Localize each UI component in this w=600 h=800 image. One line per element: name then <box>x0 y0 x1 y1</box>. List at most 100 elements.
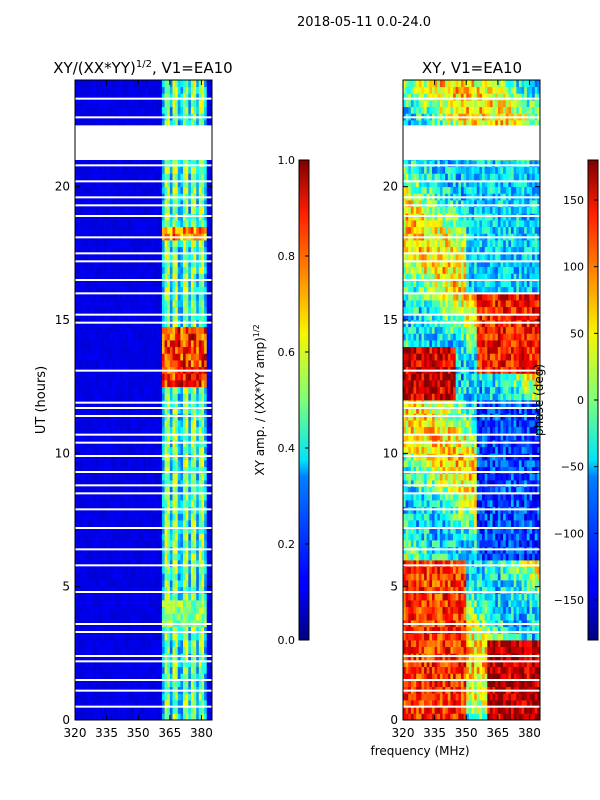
amplitude-cell <box>161 673 165 681</box>
amplitude-cell <box>185 540 189 548</box>
amplitude-cell <box>125 573 129 581</box>
amplitude-cell <box>209 280 212 288</box>
amplitude-cell <box>117 313 121 321</box>
amplitude-cell <box>188 700 192 708</box>
amplitude-cell <box>156 180 160 188</box>
amplitude-cell <box>90 493 94 501</box>
amplitude-cell <box>180 706 184 714</box>
amplitude-cell <box>85 500 89 508</box>
amplitude-cell <box>119 253 123 261</box>
amplitude-cell <box>190 206 194 214</box>
amplitude-cell <box>132 313 136 321</box>
amplitude-cell <box>188 573 192 581</box>
amplitude-cell <box>80 593 84 601</box>
amplitude-cell <box>201 360 205 368</box>
amplitude-cell <box>90 486 94 494</box>
amplitude-cell <box>175 666 179 674</box>
amplitude-cell <box>80 526 84 534</box>
amplitude-cell <box>140 326 144 334</box>
amplitude-cell <box>209 713 212 720</box>
amplitude-cell <box>196 206 200 214</box>
amplitude-cell <box>135 420 139 428</box>
amplitude-cell <box>159 333 163 341</box>
amplitude-cell <box>103 253 108 261</box>
amplitude-cell <box>183 106 187 114</box>
amplitude-cell <box>119 586 123 594</box>
amplitude-cell <box>85 306 89 314</box>
amplitude-cell <box>190 80 194 88</box>
amplitude-cell <box>177 666 181 674</box>
amplitude-cell <box>164 533 168 541</box>
amplitude-cell <box>154 200 158 208</box>
amplitude-cell <box>122 86 126 94</box>
amplitude-cell <box>190 700 194 708</box>
amplitude-cell <box>201 180 205 188</box>
amplitude-cell <box>209 646 212 654</box>
amplitude-cell <box>109 346 113 354</box>
amplitude-cell <box>132 406 136 414</box>
amplitude-cell <box>114 633 118 641</box>
amplitude-cell <box>140 80 144 88</box>
amplitude-cell <box>146 486 150 494</box>
amplitude-cell <box>103 466 108 474</box>
amplitude-cell <box>148 313 152 321</box>
amplitude-cell <box>188 100 192 108</box>
amplitude-cell <box>140 340 144 348</box>
amplitude-cell <box>198 93 202 101</box>
amplitude-cell <box>190 600 194 608</box>
amplitude-cell <box>114 86 118 94</box>
amplitude-cell <box>125 360 129 368</box>
amplitude-cell <box>167 560 171 568</box>
amplitude-cell <box>93 120 97 128</box>
amplitude-cell <box>164 566 168 574</box>
amplitude-cell <box>156 666 160 674</box>
amplitude-cell <box>140 360 144 368</box>
amplitude-cell <box>96 80 100 88</box>
amplitude-cell <box>106 513 110 521</box>
amplitude-cell <box>80 340 84 348</box>
amplitude-cell <box>125 120 129 128</box>
amplitude-cell <box>90 566 94 574</box>
amplitude-cell <box>193 180 197 188</box>
amplitude-cell <box>90 600 94 608</box>
amplitude-cell <box>151 626 155 634</box>
amplitude-cell <box>198 120 202 128</box>
amplitude-cell <box>82 346 86 354</box>
amplitude-cell <box>96 240 100 248</box>
amplitude-cell <box>146 533 150 541</box>
amplitude-cell <box>204 460 208 468</box>
amplitude-cell <box>140 446 144 454</box>
amplitude-cell <box>169 80 173 88</box>
amplitude-cell <box>167 106 171 114</box>
amplitude-cell <box>193 340 197 348</box>
amplitude-cell <box>206 333 210 341</box>
amplitude-cell <box>82 593 86 601</box>
amplitude-cell <box>180 466 184 474</box>
amplitude-cell <box>206 420 210 428</box>
amplitude-cell <box>156 106 160 114</box>
amplitude-cell <box>135 240 139 248</box>
amplitude-cell <box>138 240 142 248</box>
amplitude-cell <box>159 173 163 181</box>
amplitude-cell <box>119 260 123 268</box>
amplitude-cell <box>143 560 147 568</box>
amplitude-cell <box>117 680 121 688</box>
amplitude-cell <box>98 93 102 101</box>
amplitude-cell <box>204 433 208 441</box>
amplitude-cell <box>93 493 97 501</box>
amplitude-cell <box>193 533 197 541</box>
amplitude-cell <box>183 580 187 588</box>
amplitude-cell <box>175 566 179 574</box>
amplitude-cell <box>77 220 81 228</box>
amplitude-cell <box>119 406 123 414</box>
amplitude-cell <box>117 420 121 428</box>
amplitude-cell <box>190 713 194 720</box>
amplitude-cell <box>198 306 202 314</box>
amplitude-cell <box>106 640 110 648</box>
amplitude-cell <box>82 420 86 428</box>
amplitude-cell <box>75 106 79 114</box>
amplitude-cell <box>132 420 136 428</box>
amplitude-cell <box>188 533 192 541</box>
amplitude-cell <box>175 166 179 174</box>
amplitude-cell <box>93 346 97 354</box>
